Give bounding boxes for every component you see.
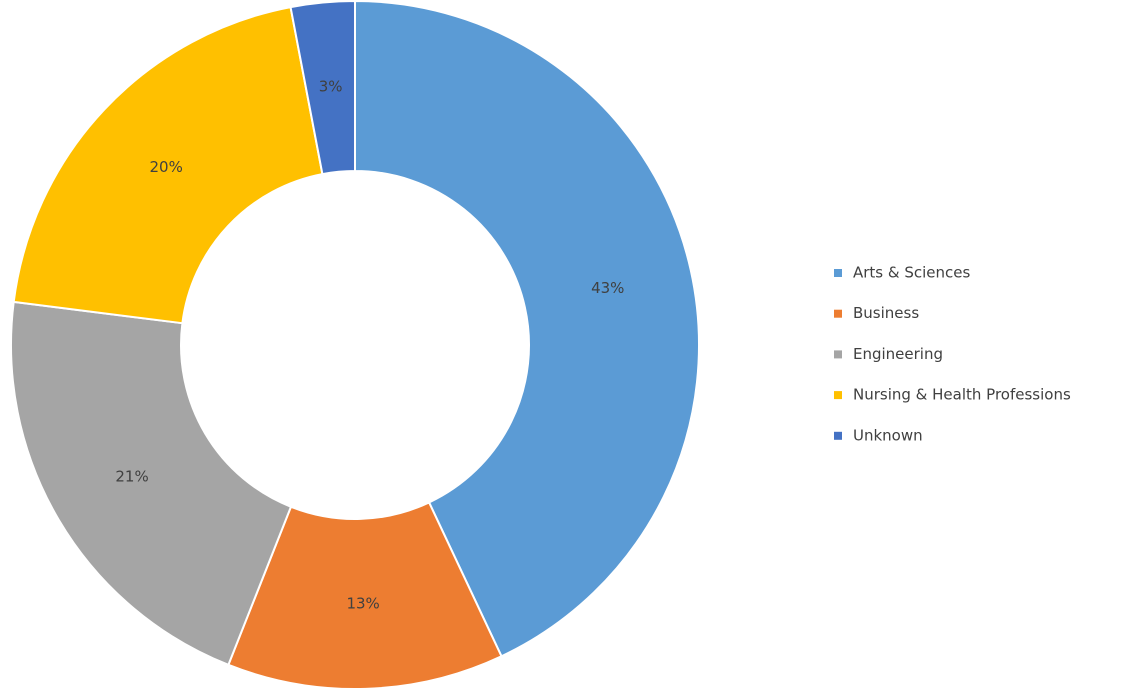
legend-swatch <box>834 431 842 440</box>
legend-swatch <box>834 269 842 277</box>
data-label: 43% <box>591 279 624 297</box>
data-label: 13% <box>346 594 379 612</box>
slice <box>12 5 324 325</box>
slice <box>354 0 700 658</box>
legend-label: Unknown <box>853 426 923 444</box>
legend-label: Business <box>853 304 919 322</box>
slice <box>227 501 503 690</box>
legend-label: Nursing & Health Professions <box>853 386 1071 404</box>
legend-label: Engineering <box>853 345 943 363</box>
data-label: 3% <box>319 78 343 96</box>
legend-swatch <box>834 309 842 318</box>
legend-label: Arts & Sciences <box>853 264 971 282</box>
legend-swatch <box>834 350 842 359</box>
slice <box>289 0 356 176</box>
slice <box>10 300 293 667</box>
data-label: 20% <box>150 158 183 176</box>
legend-swatch <box>834 391 842 400</box>
data-label: 21% <box>115 467 148 485</box>
